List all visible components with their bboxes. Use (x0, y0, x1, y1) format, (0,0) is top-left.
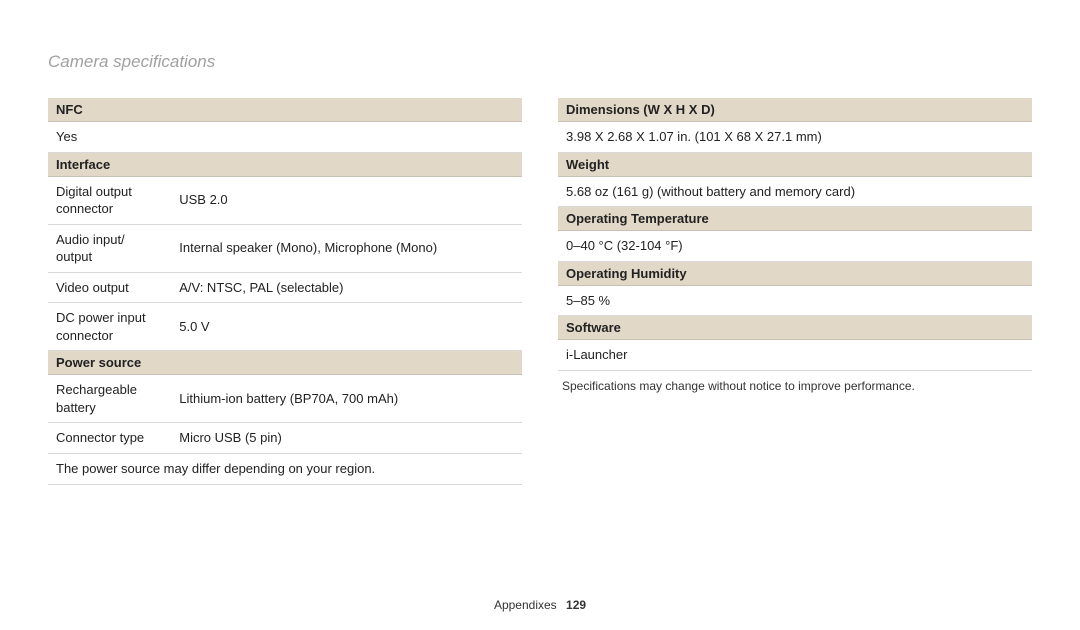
right-column: Dimensions (W X H X D) 3.98 X 2.68 X 1.0… (558, 98, 1032, 485)
page-title: Camera specifications (48, 52, 215, 72)
interface-row-value: USB 2.0 (171, 176, 522, 224)
section-header-interface: Interface (48, 152, 522, 176)
footer-page-number: 129 (566, 598, 586, 612)
interface-row-label: Video output (48, 272, 171, 303)
power-row-label: Rechargeable battery (48, 375, 171, 423)
power-row-value: Micro USB (5 pin) (171, 423, 522, 454)
page-footer: Appendixes 129 (0, 598, 1080, 612)
interface-row-value: Internal speaker (Mono), Microphone (Mon… (171, 224, 522, 272)
interface-row-label: Audio input/ output (48, 224, 171, 272)
spec-table-left: NFC Yes Interface Digital output connect… (48, 98, 522, 485)
interface-row-label: Digital output connector (48, 176, 171, 224)
section-header-power-source: Power source (48, 351, 522, 375)
power-row-value: Lithium-ion battery (BP70A, 700 mAh) (171, 375, 522, 423)
spec-table-right: Dimensions (W X H X D) 3.98 X 2.68 X 1.0… (558, 98, 1032, 371)
power-note: The power source may differ depending on… (48, 454, 522, 485)
software-value: i-Launcher (558, 340, 1032, 371)
section-header-operating-temperature: Operating Temperature (558, 207, 1032, 231)
interface-row-label: DC power input connector (48, 303, 171, 351)
section-header-operating-humidity: Operating Humidity (558, 261, 1032, 285)
section-header-dimensions: Dimensions (W X H X D) (558, 98, 1032, 122)
operating-humidity-value: 5–85 % (558, 285, 1032, 316)
section-header-nfc: NFC (48, 98, 522, 122)
weight-value: 5.68 oz (161 g) (without battery and mem… (558, 176, 1032, 207)
interface-row-value: 5.0 V (171, 303, 522, 351)
power-row-label: Connector type (48, 423, 171, 454)
spec-footnote: Specifications may change without notice… (558, 371, 1032, 393)
nfc-value: Yes (48, 122, 522, 153)
section-header-weight: Weight (558, 152, 1032, 176)
left-column: NFC Yes Interface Digital output connect… (48, 98, 522, 485)
dimensions-value: 3.98 X 2.68 X 1.07 in. (101 X 68 X 27.1 … (558, 122, 1032, 153)
operating-temperature-value: 0–40 °C (32-104 °F) (558, 231, 1032, 262)
section-header-software: Software (558, 316, 1032, 340)
content-columns: NFC Yes Interface Digital output connect… (48, 98, 1032, 485)
interface-row-value: A/V: NTSC, PAL (selectable) (171, 272, 522, 303)
footer-section: Appendixes (494, 598, 557, 612)
